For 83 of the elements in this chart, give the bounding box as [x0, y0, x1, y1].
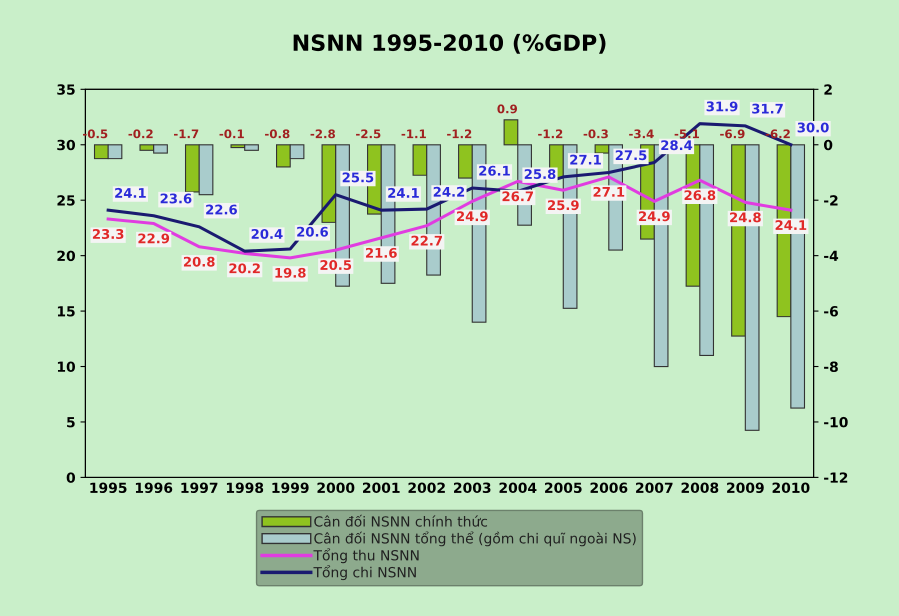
data-label: 25.5	[342, 172, 374, 182]
y2-tick-label: -12	[824, 472, 848, 483]
data-label: -0.1	[220, 129, 244, 138]
data-label: -1.2	[447, 129, 472, 138]
data-label: 27.1	[570, 154, 601, 164]
x-tick-label: 2003	[454, 482, 490, 494]
data-label: 26.7	[502, 191, 533, 202]
y-tick-label: 5	[67, 417, 75, 428]
data-label: 23.6	[160, 193, 192, 204]
x-tick-label: 2008	[682, 482, 718, 494]
data-label: -6.2	[766, 129, 790, 138]
data-label: 24.8	[730, 212, 761, 222]
data-label: 31.7	[752, 104, 783, 114]
data-label: -2.5	[356, 129, 380, 138]
data-label: 22.9	[138, 233, 170, 244]
data-label: 31.9	[706, 101, 738, 112]
legend-label: Cân đối NSNN tổng thể (gồm chi quĩ ngoài NS)	[314, 531, 636, 546]
x-tick-label: 1999	[272, 482, 309, 494]
data-label: 21.6	[366, 248, 397, 258]
y-tick-label: 30	[57, 140, 76, 150]
x-tick-label: 2005	[545, 482, 582, 494]
x-tick-label: 1996	[136, 482, 172, 494]
data-label: 30.0	[798, 122, 829, 132]
data-label: 20.6	[297, 226, 328, 237]
data-label: 26.8	[684, 190, 716, 200]
data-label: -0.2	[128, 129, 153, 138]
x-tick-label: 2009	[727, 482, 764, 494]
x-tick-label: 2001	[363, 482, 400, 494]
data-label: 24.9	[639, 211, 670, 222]
data-label: -1.2	[538, 129, 562, 138]
data-label: -1.1	[402, 130, 426, 138]
data-label: 27.5	[616, 150, 646, 160]
data-label: 0.9	[497, 104, 518, 114]
y-tick-label: 35	[57, 84, 75, 95]
data-label: -3.4	[629, 129, 654, 138]
data-label: 24.2	[434, 186, 464, 197]
y2-tick-label: -8	[824, 361, 838, 372]
data-label: 27.1	[594, 186, 624, 197]
data-label: -6.9	[720, 129, 745, 138]
y2-tick-label: 2	[824, 84, 832, 95]
y2-tick-label: 0	[824, 140, 832, 150]
y2-tick-label: -10	[824, 416, 848, 428]
data-label: 24.9	[457, 211, 488, 222]
data-label: 22.6	[206, 204, 237, 215]
data-label: 25.8	[524, 169, 556, 180]
data-label: 28.4	[661, 140, 692, 150]
data-label: -0.3	[584, 129, 608, 138]
data-label: -2.8	[310, 129, 335, 138]
legend-label: Tổng thu NSNN	[313, 548, 419, 564]
x-tick-label: 2004	[500, 482, 536, 494]
y2-tick-label: -2	[824, 195, 838, 206]
y-tick-label: 25	[57, 195, 75, 206]
data-label: 24.1	[776, 220, 806, 230]
data-label: 25.9	[548, 200, 579, 210]
x-tick-label: 1997	[181, 482, 218, 494]
data-label: 24.1	[388, 188, 419, 198]
data-label: 20.8	[184, 256, 215, 267]
data-label: 24.1	[115, 188, 146, 198]
x-tick-label: 2000	[317, 482, 354, 494]
legend-label: Tổng chi NSNN	[313, 565, 416, 580]
data-label: 26.1	[479, 166, 510, 176]
x-tick-label: 2006	[590, 482, 628, 494]
x-tick-label: 1995	[90, 482, 127, 494]
legend-label: Cân đối NSNN chính thức	[314, 514, 488, 527]
y-tick-label: 20	[57, 250, 76, 262]
y-tick-label: 0	[66, 472, 76, 483]
chart-title: NSNN 1995-2010 (%GDP)	[294, 34, 606, 54]
data-label: 23.3	[92, 229, 124, 239]
data-label: 20.4	[252, 228, 283, 239]
data-label: 22.7	[412, 236, 442, 246]
x-tick-label: 2010	[772, 482, 810, 494]
y2-tick-label: -4	[824, 250, 838, 261]
data-label: 20.5	[320, 260, 352, 270]
data-label: 20.2	[229, 263, 260, 274]
x-tick-label: 1998	[226, 482, 264, 494]
data-label: -1.7	[174, 130, 198, 138]
x-tick-label: 2002	[408, 482, 445, 494]
y2-tick-label: -6	[824, 306, 838, 317]
y-tick-label: 15	[58, 306, 75, 317]
x-tick-label: 2007	[636, 482, 673, 494]
data-label: 19.8	[275, 268, 306, 278]
y-tick-label: 10	[58, 361, 76, 372]
data-label: -0.8	[265, 129, 290, 138]
